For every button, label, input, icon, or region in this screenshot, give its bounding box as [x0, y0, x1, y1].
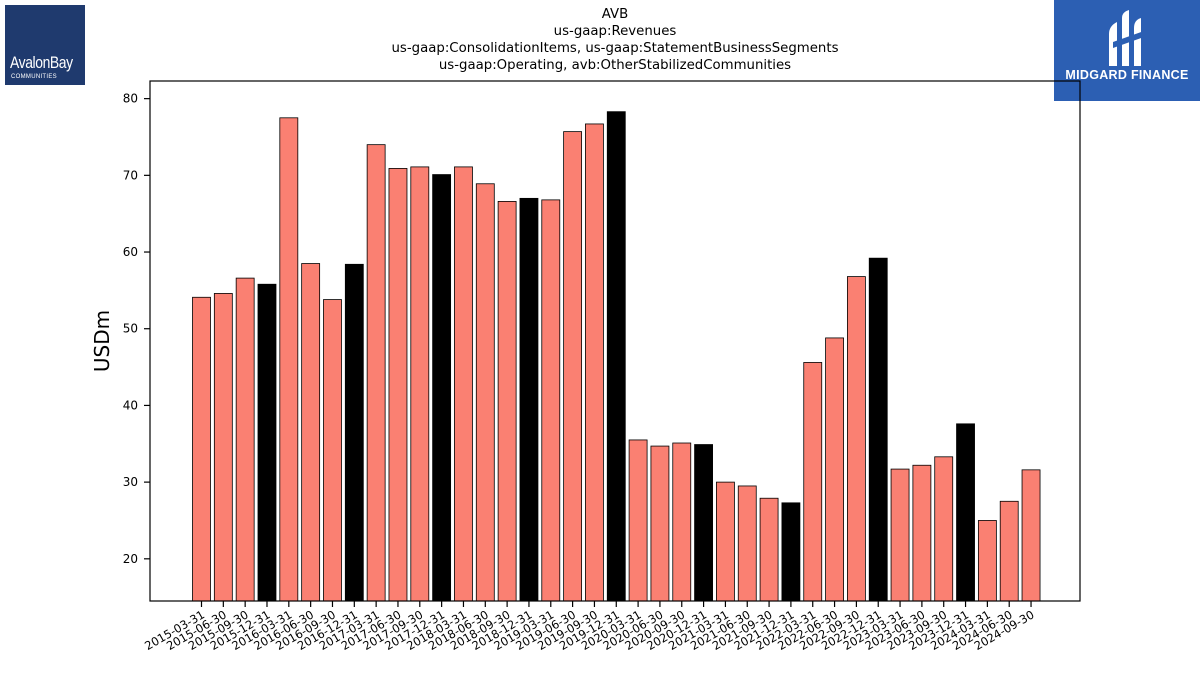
bar — [606, 111, 626, 602]
bar — [999, 500, 1019, 602]
midgard-finance-logo: MIDGARD FINANCE — [1054, 0, 1200, 101]
bar — [279, 117, 299, 602]
y-tick-label: 70 — [123, 168, 138, 182]
bar — [323, 299, 342, 602]
bar — [890, 468, 910, 602]
bar — [868, 257, 888, 602]
bar — [672, 442, 692, 602]
bar — [628, 439, 648, 602]
bar — [737, 485, 757, 602]
y-tick-label: 30 — [123, 475, 138, 489]
midgard-mark-icon — [1109, 10, 1147, 66]
bar — [235, 277, 255, 602]
bar — [956, 423, 975, 602]
bar — [934, 456, 954, 602]
bar — [694, 444, 713, 602]
bar — [650, 445, 670, 602]
bar — [563, 131, 583, 602]
bar — [344, 263, 364, 602]
bar — [366, 144, 386, 602]
bar — [432, 174, 452, 602]
bar — [213, 293, 233, 602]
bar — [257, 283, 277, 602]
plot-frame — [149, 80, 1081, 602]
bar — [585, 123, 604, 602]
title-line-concept: us-gaap:Revenues — [553, 24, 677, 39]
title-line-axis: us-gaap:ConsolidationItems, us-gaap:Stat… — [391, 41, 839, 56]
title-line-members: us-gaap:Operating, avb:OtherStabilizedCo… — [438, 58, 792, 73]
bar — [519, 197, 539, 602]
chart-title: AVB us-gaap:Revenues us-gaap:Consolidati… — [0, 6, 1200, 74]
bar — [497, 201, 517, 602]
bar — [475, 183, 495, 602]
bar — [1021, 469, 1041, 602]
bar — [454, 166, 473, 602]
avalonbay-logo-name: AvalonBay — [10, 53, 73, 72]
y-tick-label: 20 — [123, 552, 138, 566]
bar — [803, 362, 823, 602]
title-line-ticker: AVB — [601, 7, 629, 22]
y-axis-label: USDm — [90, 310, 114, 372]
bar — [759, 497, 779, 602]
midgard-logo-text: MIDGARD FINANCE — [1065, 68, 1189, 82]
bar — [192, 296, 211, 602]
bar — [301, 263, 321, 602]
bar — [410, 166, 430, 602]
bar — [388, 168, 408, 602]
bar — [825, 337, 844, 602]
y-tick-label: 40 — [123, 398, 138, 412]
y-tick-label: 50 — [123, 322, 138, 336]
bar — [912, 464, 932, 602]
y-tick-label: 60 — [123, 245, 138, 259]
bar — [781, 502, 801, 602]
bar — [847, 276, 866, 602]
y-tick-label: 80 — [123, 92, 138, 106]
avalonbay-logo: AvalonBay COMMUNITIES — [5, 5, 85, 85]
bar — [541, 199, 561, 602]
bar — [716, 481, 735, 602]
bar — [977, 520, 997, 602]
avalonbay-logo-subtitle: COMMUNITIES — [11, 74, 57, 80]
